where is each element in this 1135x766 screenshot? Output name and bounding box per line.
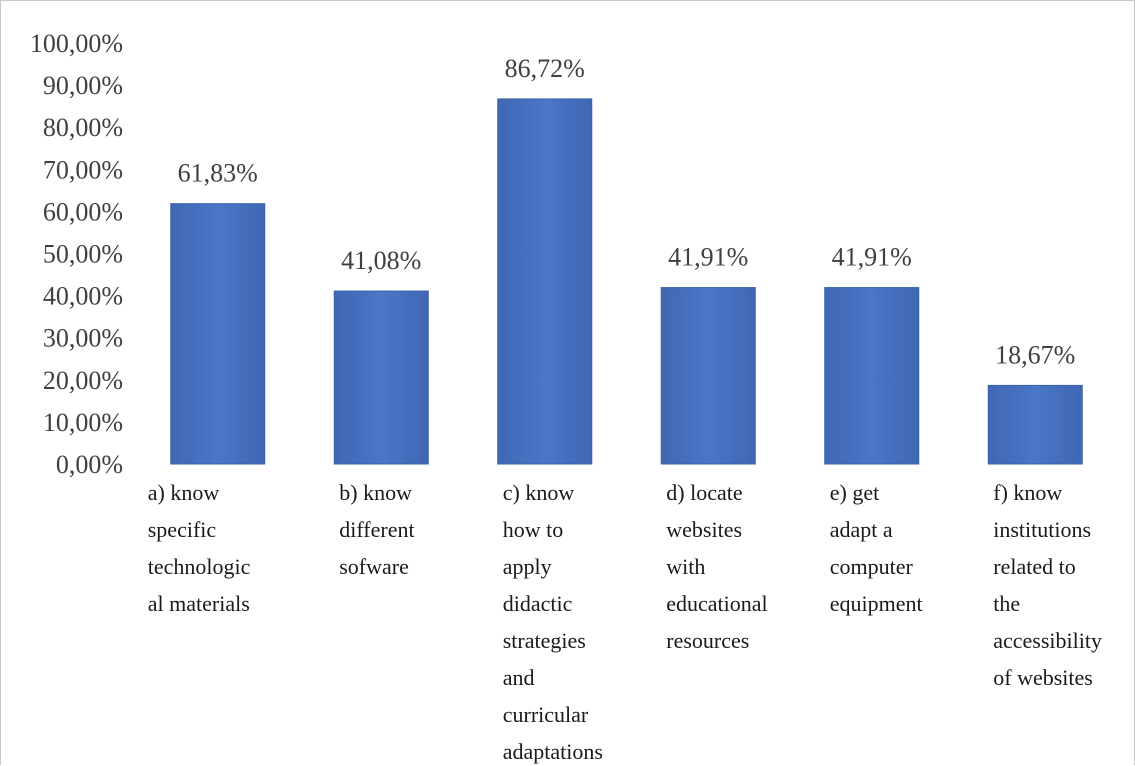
bar xyxy=(987,384,1083,465)
x-category-label: a) know specific technologic al materials xyxy=(148,480,251,616)
x-category-label-line: technologic xyxy=(148,554,251,579)
y-tick-label: 90,00% xyxy=(43,71,123,100)
x-category-label-line: related to xyxy=(993,554,1075,579)
bar xyxy=(497,98,593,465)
x-category-label: c) know how to apply didactic strategies and c… xyxy=(503,480,603,764)
y-tick-label: 80,00% xyxy=(43,113,123,142)
x-category-label-line: adapt a xyxy=(830,517,893,542)
x-category-label: e) get adapt a computer equipment xyxy=(830,480,923,616)
x-category-label-line: of websites xyxy=(993,665,1093,690)
x-category-label-line: accessibility xyxy=(993,628,1102,653)
bar xyxy=(333,290,429,465)
x-category-label-line: and xyxy=(503,665,535,690)
x-category-label-line: institutions xyxy=(993,517,1091,542)
x-category-label: d) locate websites with educational resource… xyxy=(666,480,767,653)
data-label: 41,08% xyxy=(341,246,421,275)
x-category-label-line: how to xyxy=(503,517,564,542)
y-tick-label: 30,00% xyxy=(43,324,123,353)
data-label: 41,91% xyxy=(832,243,912,272)
x-category-label-line: a) know xyxy=(148,480,220,505)
x-category-label-line: resources xyxy=(666,628,749,653)
data-label: 61,83% xyxy=(178,159,258,188)
data-label: 86,72% xyxy=(505,54,585,83)
x-category-label-line: with xyxy=(666,554,705,579)
x-category-label-line: computer xyxy=(830,554,914,579)
x-category-label-line: different xyxy=(339,517,414,542)
x-category-label-line: sofware xyxy=(339,554,409,579)
y-tick-label: 40,00% xyxy=(43,282,123,311)
data-label: 18,67% xyxy=(995,340,1075,369)
x-category-label-line: specific xyxy=(148,517,217,542)
data-label: 41,91% xyxy=(668,243,748,272)
y-tick-label: 20,00% xyxy=(43,366,123,395)
x-category-label-line: didactic xyxy=(503,591,573,616)
x-category-label-line: b) know xyxy=(339,480,412,505)
x-category-label-line: c) know xyxy=(503,480,575,505)
data-labels: 61,83% 41,08% 86,72% 41,91% 41,91% 18,67% xyxy=(178,54,1076,369)
x-category-label-line: f) know xyxy=(993,480,1062,505)
x-category-label-line: curricular xyxy=(503,702,589,727)
bar xyxy=(170,203,266,465)
bar xyxy=(824,287,920,465)
y-tick-label: 70,00% xyxy=(43,155,123,184)
x-category-label-line: apply xyxy=(503,554,552,579)
y-tick-label: 0,00% xyxy=(56,450,123,479)
x-category-label-line: al materials xyxy=(148,591,250,616)
bars xyxy=(170,98,1083,465)
x-category-label-line: e) get xyxy=(830,480,879,505)
x-category-label-line: educational xyxy=(666,591,767,616)
y-tick-label: 60,00% xyxy=(43,197,123,226)
bar xyxy=(660,287,756,465)
x-category-label-line: websites xyxy=(666,517,742,542)
x-category-label-line: d) locate xyxy=(666,480,742,505)
x-category-label-line: adaptations xyxy=(503,739,603,764)
y-tick-label: 100,00% xyxy=(30,29,123,58)
x-category-label-line: strategies xyxy=(503,628,586,653)
y-tick-label: 10,00% xyxy=(43,408,123,437)
x-category-label-line: equipment xyxy=(830,591,923,616)
y-axis: 0,00% 10,00% 20,00% 30,00% 40,00% 50,00% 60,00… xyxy=(30,29,123,479)
x-category-label: b) know different sofware xyxy=(339,480,414,579)
x-category-label-line: the xyxy=(993,591,1020,616)
y-tick-label: 50,00% xyxy=(43,240,123,269)
x-category-label: f) know institutions related to the accessib… xyxy=(993,480,1102,690)
x-axis: a) know specific technologic al materials b)… xyxy=(148,480,1102,764)
